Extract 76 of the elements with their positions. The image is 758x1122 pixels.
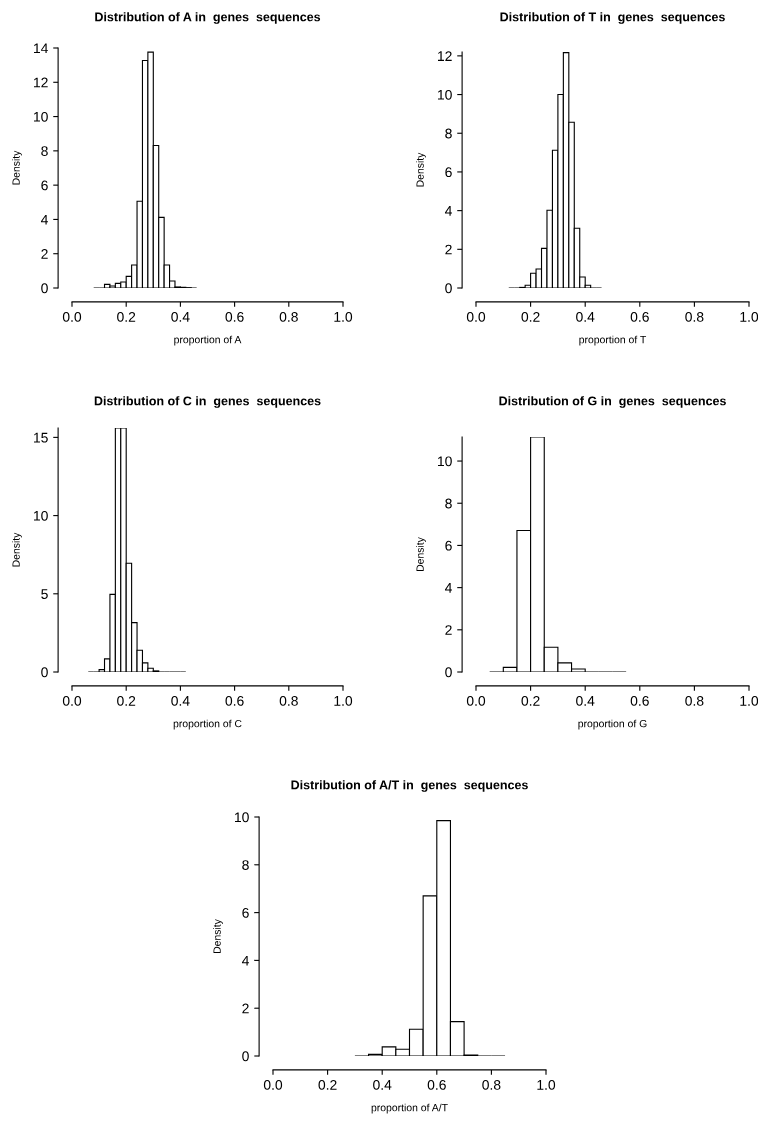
y-axis-title: Density: [416, 152, 426, 187]
x-axis-title: proportion of C: [173, 719, 242, 730]
x-axis-title: proportion of A: [174, 335, 242, 346]
x-tick-label: 0.2: [117, 695, 136, 706]
y-axis-title: Density: [12, 532, 22, 567]
x-tick-label: 0.8: [685, 311, 704, 322]
y-tick-label: 6: [242, 907, 249, 918]
y-tick-label: 0: [41, 667, 48, 678]
chart-title: Distribution of A in genes sequences: [95, 12, 321, 24]
y-tick-label: 10: [34, 111, 48, 122]
y-tick-label: 14: [34, 43, 48, 54]
y-tick-label: 8: [41, 146, 48, 157]
x-tick-label: 0.8: [482, 1079, 501, 1090]
y-tick-label: 2: [242, 1003, 249, 1014]
y-tick-label: 6: [445, 540, 452, 551]
y-tick-label: 10: [34, 510, 48, 521]
y-tick-label: 10: [438, 89, 452, 100]
y-tick-label: 2: [445, 625, 452, 635]
y-tick-label: 0: [445, 283, 452, 294]
x-tick-label: 0.2: [521, 695, 540, 706]
x-tick-label: 0.6: [225, 695, 244, 706]
x-tick-label: 0.4: [171, 695, 190, 706]
x-tick-label: 1.0: [334, 311, 353, 322]
x-tick-label: 0.6: [427, 1079, 446, 1090]
y-tick-label: 4: [40, 214, 48, 225]
chart-title: Distribution of G in genes sequences: [499, 396, 726, 408]
x-tick-label: 0.0: [62, 311, 82, 322]
y-tick-label: 2: [41, 249, 48, 259]
y-tick-label: 15: [34, 432, 48, 443]
y-tick-label: 12: [34, 77, 48, 88]
x-tick-label: 0.6: [225, 311, 244, 322]
y-tick-label: 12: [438, 51, 452, 61]
x-axis-title: proportion of A/T: [371, 1103, 448, 1114]
x-tick-label: 0.8: [685, 695, 704, 706]
x-tick-label: 1.0: [334, 695, 353, 706]
y-tick-label: 6: [41, 180, 48, 191]
x-tick-label: 0.0: [62, 695, 82, 706]
y-tick-label: 8: [445, 498, 452, 509]
y-axis-title: Density: [416, 537, 426, 572]
x-tick-label: 0.6: [630, 695, 649, 706]
y-tick-label: 10: [235, 812, 249, 823]
y-tick-label: 4: [444, 206, 452, 216]
y-tick-label: 8: [445, 128, 452, 139]
x-tick-label: 0.4: [373, 1079, 392, 1090]
x-tick-label: 0.2: [117, 311, 136, 322]
x-tick-label: 0.2: [521, 311, 540, 322]
x-tick-label: 0.6: [630, 311, 649, 322]
y-tick-label: 10: [438, 456, 452, 467]
y-tick-label: 6: [445, 167, 452, 178]
x-tick-label: 0.4: [171, 311, 190, 322]
x-tick-label: 0.4: [576, 695, 595, 706]
x-tick-label: 0.0: [466, 311, 486, 322]
x-axis-title: proportion of G: [578, 719, 647, 730]
chart-title: Distribution of C in genes sequences: [94, 396, 321, 408]
y-axis-title: Density: [213, 919, 223, 954]
y-tick-label: 2: [445, 244, 452, 255]
y-tick-label: 4: [444, 583, 452, 593]
x-tick-label: 0.8: [279, 695, 298, 706]
y-tick-label: 4: [241, 955, 249, 966]
x-tick-label: 0.8: [279, 311, 298, 322]
x-tick-label: 1.0: [740, 695, 758, 706]
chart-title: Distribution of A/T in genes sequences: [291, 780, 528, 792]
y-axis-title: Density: [12, 150, 22, 185]
y-tick-label: 0: [41, 283, 48, 294]
x-tick-label: 0.0: [263, 1079, 283, 1090]
x-tick-label: 1.0: [537, 1079, 556, 1090]
x-tick-label: 1.0: [740, 311, 758, 322]
x-axis-title: proportion of T: [579, 335, 647, 346]
y-tick-label: 0: [445, 667, 452, 678]
x-tick-label: 0.0: [466, 695, 486, 706]
x-tick-label: 0.4: [576, 311, 595, 322]
y-tick-label: 5: [41, 589, 48, 599]
chart-title: Distribution of T in genes sequences: [500, 12, 725, 24]
y-tick-label: 8: [242, 860, 249, 870]
y-tick-label: 0: [242, 1051, 249, 1062]
x-tick-label: 0.2: [318, 1079, 337, 1090]
